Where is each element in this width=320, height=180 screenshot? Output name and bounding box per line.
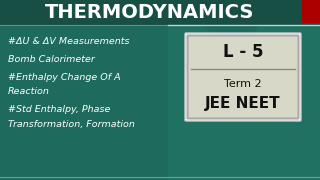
Text: Term 2: Term 2 <box>224 78 262 89</box>
Text: Bomb Calorimeter: Bomb Calorimeter <box>8 55 95 64</box>
Text: #Std Enthalpy, Phase: #Std Enthalpy, Phase <box>8 105 110 114</box>
FancyBboxPatch shape <box>188 35 299 118</box>
Text: Transformation, Formation: Transformation, Formation <box>8 120 135 129</box>
Text: Reaction: Reaction <box>8 87 50 96</box>
Text: THERMODYNAMICS: THERMODYNAMICS <box>45 3 255 22</box>
Text: L - 5: L - 5 <box>223 43 263 61</box>
Text: JEE NEET: JEE NEET <box>205 96 281 111</box>
Text: #ΔU & ΔV Measurements: #ΔU & ΔV Measurements <box>8 37 130 46</box>
Text: #Enthalpy Change Of A: #Enthalpy Change Of A <box>8 73 121 82</box>
Bar <box>0 0 320 25</box>
Bar <box>302 0 320 22</box>
FancyBboxPatch shape <box>185 33 301 121</box>
Polygon shape <box>168 25 320 180</box>
